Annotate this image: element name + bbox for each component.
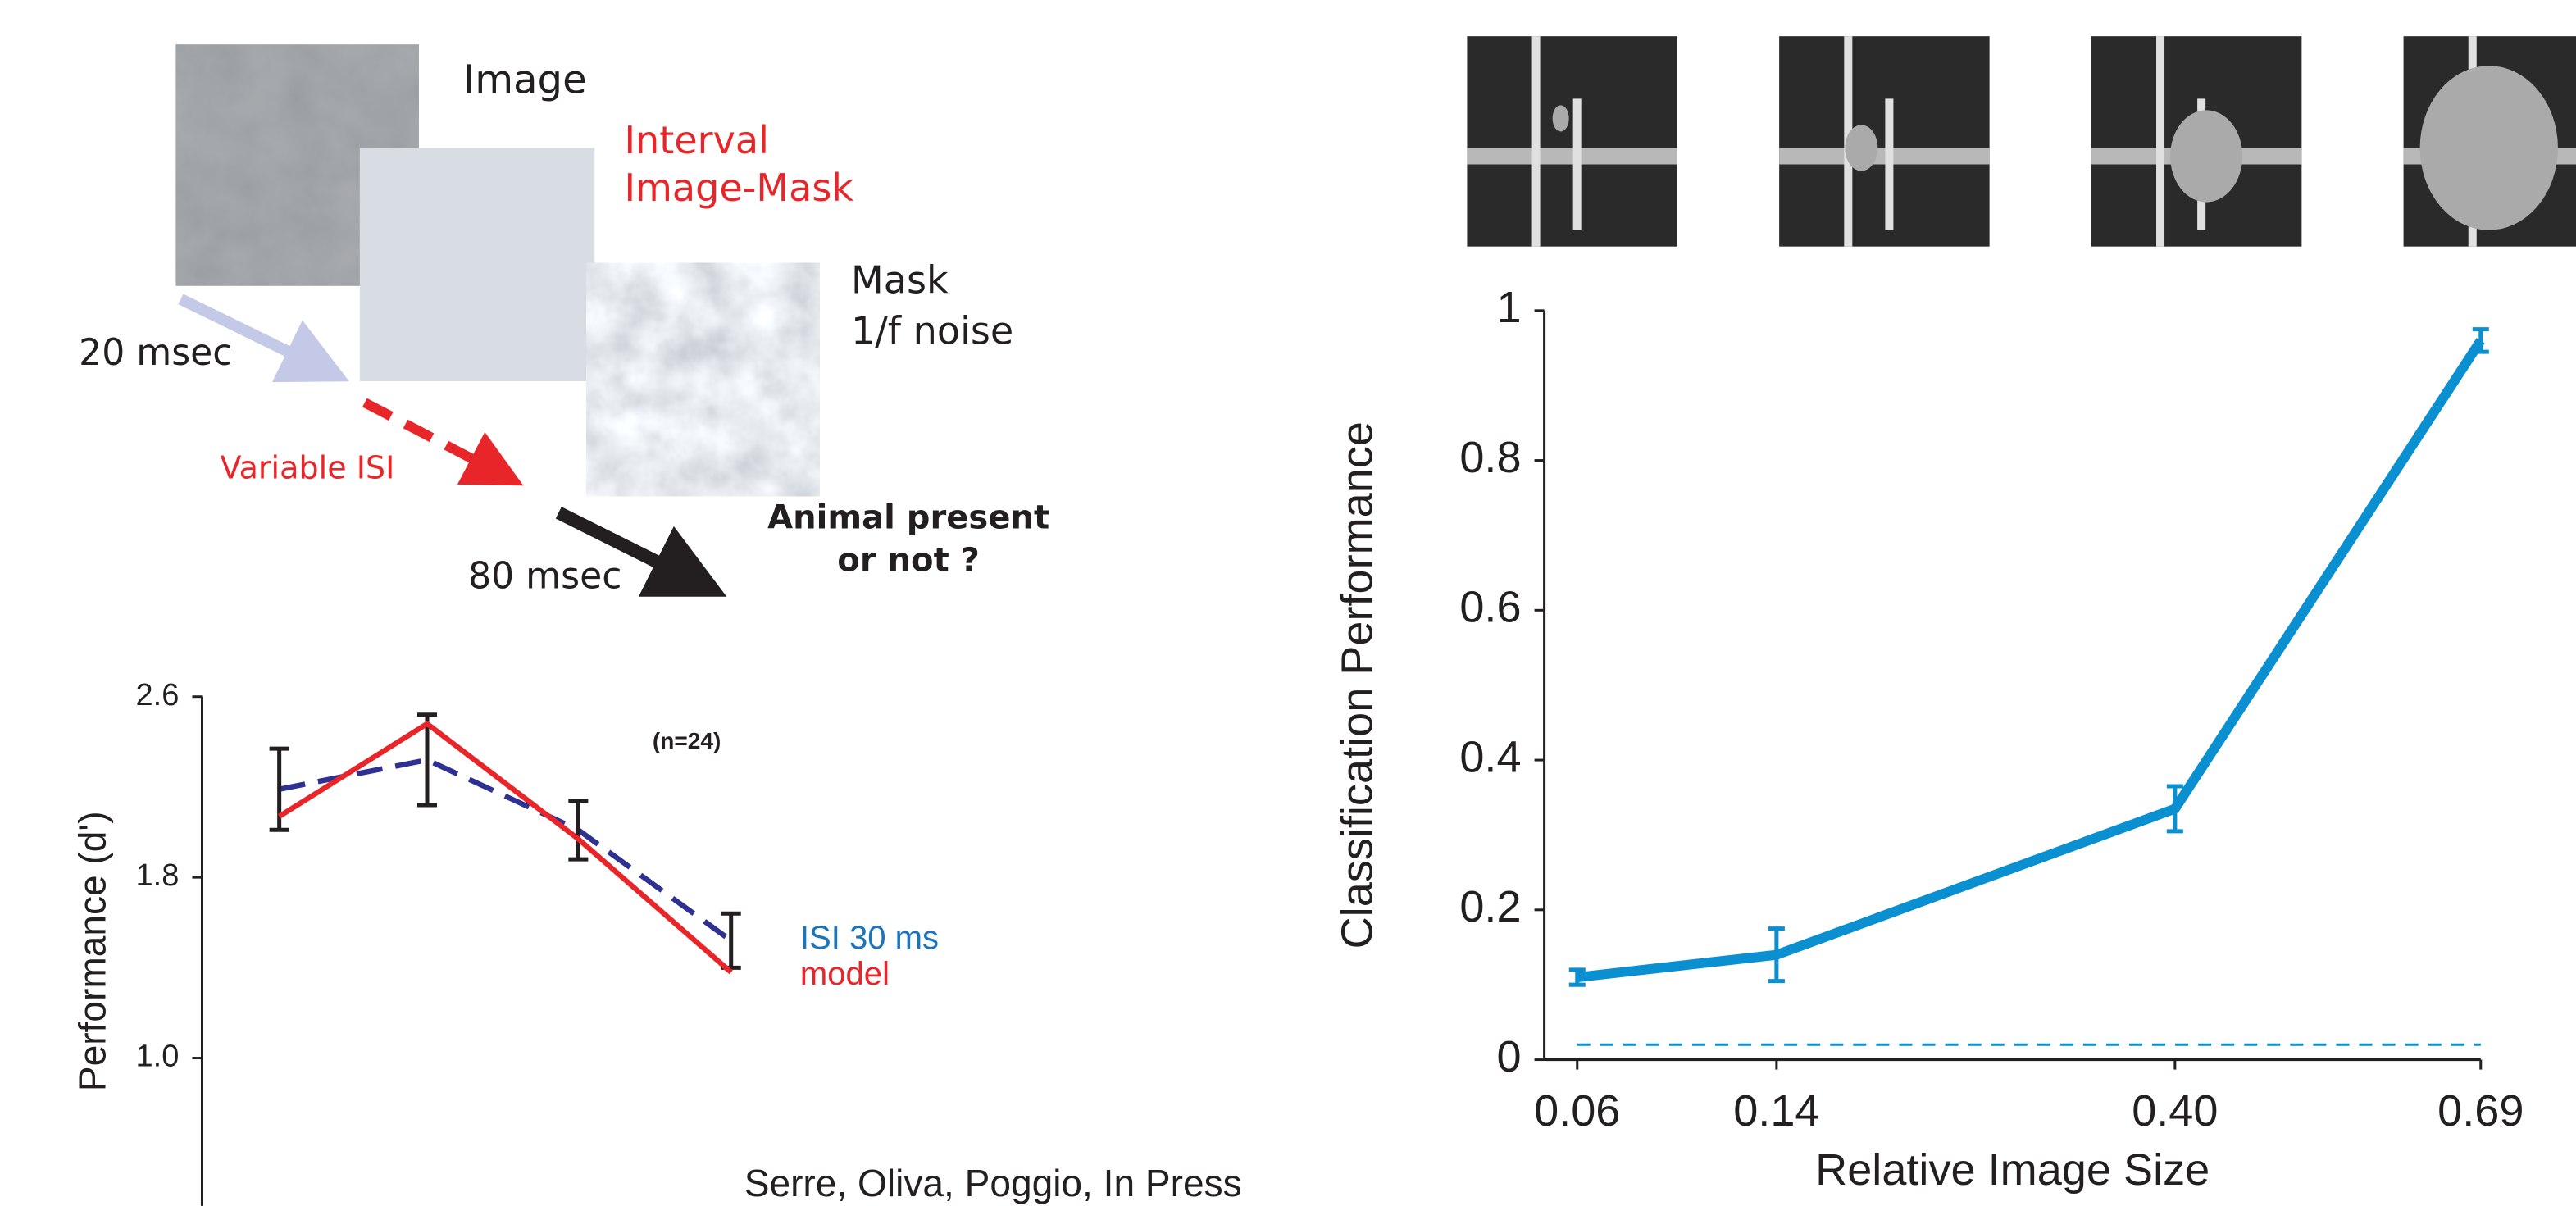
error-bar: [568, 800, 588, 859]
y-tick-label: 2.6: [135, 678, 179, 712]
error-bar: [721, 913, 741, 967]
mask-noise: [586, 263, 820, 497]
y-tick-label: 1: [1496, 283, 1521, 332]
duration-label: 20 msec: [79, 332, 232, 374]
x-tick-label: 0.69: [2437, 1086, 2524, 1135]
thumbnail: [1467, 36, 1677, 246]
isi-label: Variable ISI: [221, 450, 395, 486]
x-tick-label: 0.40: [2132, 1086, 2218, 1135]
thumbnails: [1467, 36, 2576, 246]
annotation: (n=24): [653, 728, 721, 753]
y-tick-label: 0.6: [1459, 583, 1521, 632]
legend-entry: ISI 30 ms: [800, 920, 939, 956]
question-label: or not ?: [837, 541, 980, 579]
animal: [2420, 66, 2558, 230]
image-label: Image: [463, 57, 587, 102]
series-line: [280, 724, 731, 972]
y-tick-label: 1.0: [135, 1040, 179, 1074]
legend-entry: model: [800, 956, 890, 992]
citation: Serre, Oliva, Poggio, In Press: [744, 1162, 1242, 1204]
question-label: Animal present: [767, 498, 1049, 536]
animal: [1553, 105, 1569, 131]
animal: [1845, 125, 1877, 171]
x-tick-label: 0.14: [1733, 1086, 1819, 1135]
interval-label: Interval: [624, 118, 768, 162]
interval-label: Image-Mask: [624, 166, 853, 210]
y-tick-label: 0: [1496, 1032, 1521, 1081]
animal: [2170, 110, 2242, 202]
y-axis-label: Performance (d'): [71, 811, 113, 1091]
duration-label: 80 msec: [468, 555, 621, 597]
figure: Image Interval Image-Mask Mask 1/f noise…: [0, 0, 2576, 1206]
y-tick-label: 0.4: [1459, 732, 1521, 781]
x-axis-label: Relative Image Size: [1815, 1145, 2210, 1195]
y-tick-label: 0.2: [1459, 882, 1521, 931]
series-line: [1577, 340, 2481, 977]
x-tick-label: 0.06: [1534, 1086, 1620, 1135]
y-tick-label: 1.8: [135, 858, 179, 893]
interval-frame: [360, 148, 595, 381]
page: Image Interval Image-Mask Mask 1/f noise…: [0, 0, 2576, 1206]
y-tick-label: 0.8: [1459, 433, 1521, 482]
mask-label: Mask: [851, 257, 949, 302]
mask-label: 1/f noise: [851, 308, 1013, 353]
y-axis-label: Classification Performance: [1332, 421, 1381, 949]
thumbnail: [1779, 36, 1989, 246]
